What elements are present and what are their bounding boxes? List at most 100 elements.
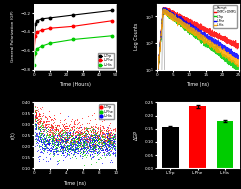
- Point: [88, 149, 92, 153]
- Point: [38, 119, 41, 122]
- Point: [61, 146, 65, 149]
- Point: [97, 137, 100, 140]
- Point: [47, 126, 51, 129]
- Point: [75, 133, 79, 136]
- Point: [52, 128, 56, 131]
- Point: [105, 154, 109, 157]
- Point: [44, 123, 48, 126]
- Point: [44, 135, 48, 138]
- Point: [109, 134, 113, 137]
- Point: [72, 151, 76, 154]
- Point: [53, 117, 56, 120]
- Point: [103, 139, 107, 142]
- Point: [49, 117, 53, 120]
- Bar: [162, 127, 179, 168]
- Point: [33, 117, 37, 120]
- Point: [79, 145, 83, 148]
- Point: [86, 145, 90, 148]
- Point: [77, 121, 81, 124]
- Y-axis label: ΔGP: ΔGP: [134, 130, 139, 140]
- Point: [105, 149, 109, 152]
- Point: [73, 147, 77, 150]
- Point: [87, 147, 91, 150]
- Point: [104, 148, 107, 151]
- Point: [72, 136, 76, 139]
- Point: [73, 150, 77, 153]
- L-His: [72, 38, 74, 41]
- Point: [95, 136, 99, 139]
- Point: [105, 146, 108, 149]
- Point: [44, 129, 47, 132]
- Point: [95, 143, 99, 146]
- Point: [94, 144, 97, 147]
- Point: [74, 135, 78, 138]
- Point: [58, 142, 62, 145]
- Point: [91, 131, 95, 134]
- Point: [65, 131, 69, 134]
- Point: [91, 145, 94, 148]
- Point: [40, 122, 44, 125]
- Point: [100, 138, 103, 141]
- Point: [46, 117, 49, 120]
- Point: [33, 109, 36, 112]
- Point: [67, 136, 71, 139]
- Point: [87, 146, 90, 149]
- Point: [54, 146, 58, 149]
- Point: [90, 155, 94, 158]
- Point: [88, 133, 92, 136]
- Point: [77, 136, 80, 139]
- Point: [110, 161, 114, 164]
- Point: [74, 136, 78, 139]
- Point: [38, 129, 42, 132]
- Point: [49, 143, 53, 146]
- Point: [56, 129, 60, 132]
- Point: [44, 131, 48, 134]
- Point: [94, 160, 98, 163]
- Point: [36, 121, 40, 124]
- Point: [41, 133, 45, 136]
- Point: [101, 126, 105, 129]
- Point: [33, 123, 37, 126]
- Point: [40, 138, 44, 141]
- Point: [104, 144, 108, 147]
- Point: [76, 146, 80, 149]
- Point: [103, 141, 107, 144]
- Point: [38, 121, 42, 124]
- Point: [38, 128, 42, 131]
- Point: [50, 147, 54, 150]
- Point: [113, 153, 117, 156]
- Point: [82, 141, 86, 144]
- Point: [79, 136, 83, 139]
- Point: [71, 147, 75, 150]
- Point: [104, 145, 108, 148]
- Point: [73, 131, 77, 134]
- Point: [105, 130, 109, 133]
- Point: [90, 140, 94, 143]
- Point: [74, 130, 78, 133]
- Point: [62, 146, 66, 149]
- Point: [54, 150, 58, 153]
- Point: [52, 151, 56, 154]
- Point: [110, 145, 114, 148]
- Point: [48, 116, 52, 119]
- Point: [70, 141, 74, 144]
- Point: [84, 137, 88, 140]
- Point: [59, 138, 62, 141]
- Point: [100, 145, 104, 148]
- Point: [47, 109, 51, 112]
- Point: [65, 147, 69, 150]
- Point: [100, 145, 104, 148]
- Point: [82, 137, 86, 140]
- Point: [87, 133, 91, 136]
- Point: [107, 139, 111, 143]
- Point: [99, 147, 103, 150]
- Point: [48, 156, 52, 159]
- Point: [78, 133, 82, 136]
- Point: [38, 126, 41, 129]
- Point: [80, 150, 83, 153]
- Point: [88, 146, 92, 149]
- Point: [51, 142, 55, 145]
- Point: [90, 133, 94, 136]
- Point: [100, 136, 104, 139]
- Point: [56, 142, 60, 145]
